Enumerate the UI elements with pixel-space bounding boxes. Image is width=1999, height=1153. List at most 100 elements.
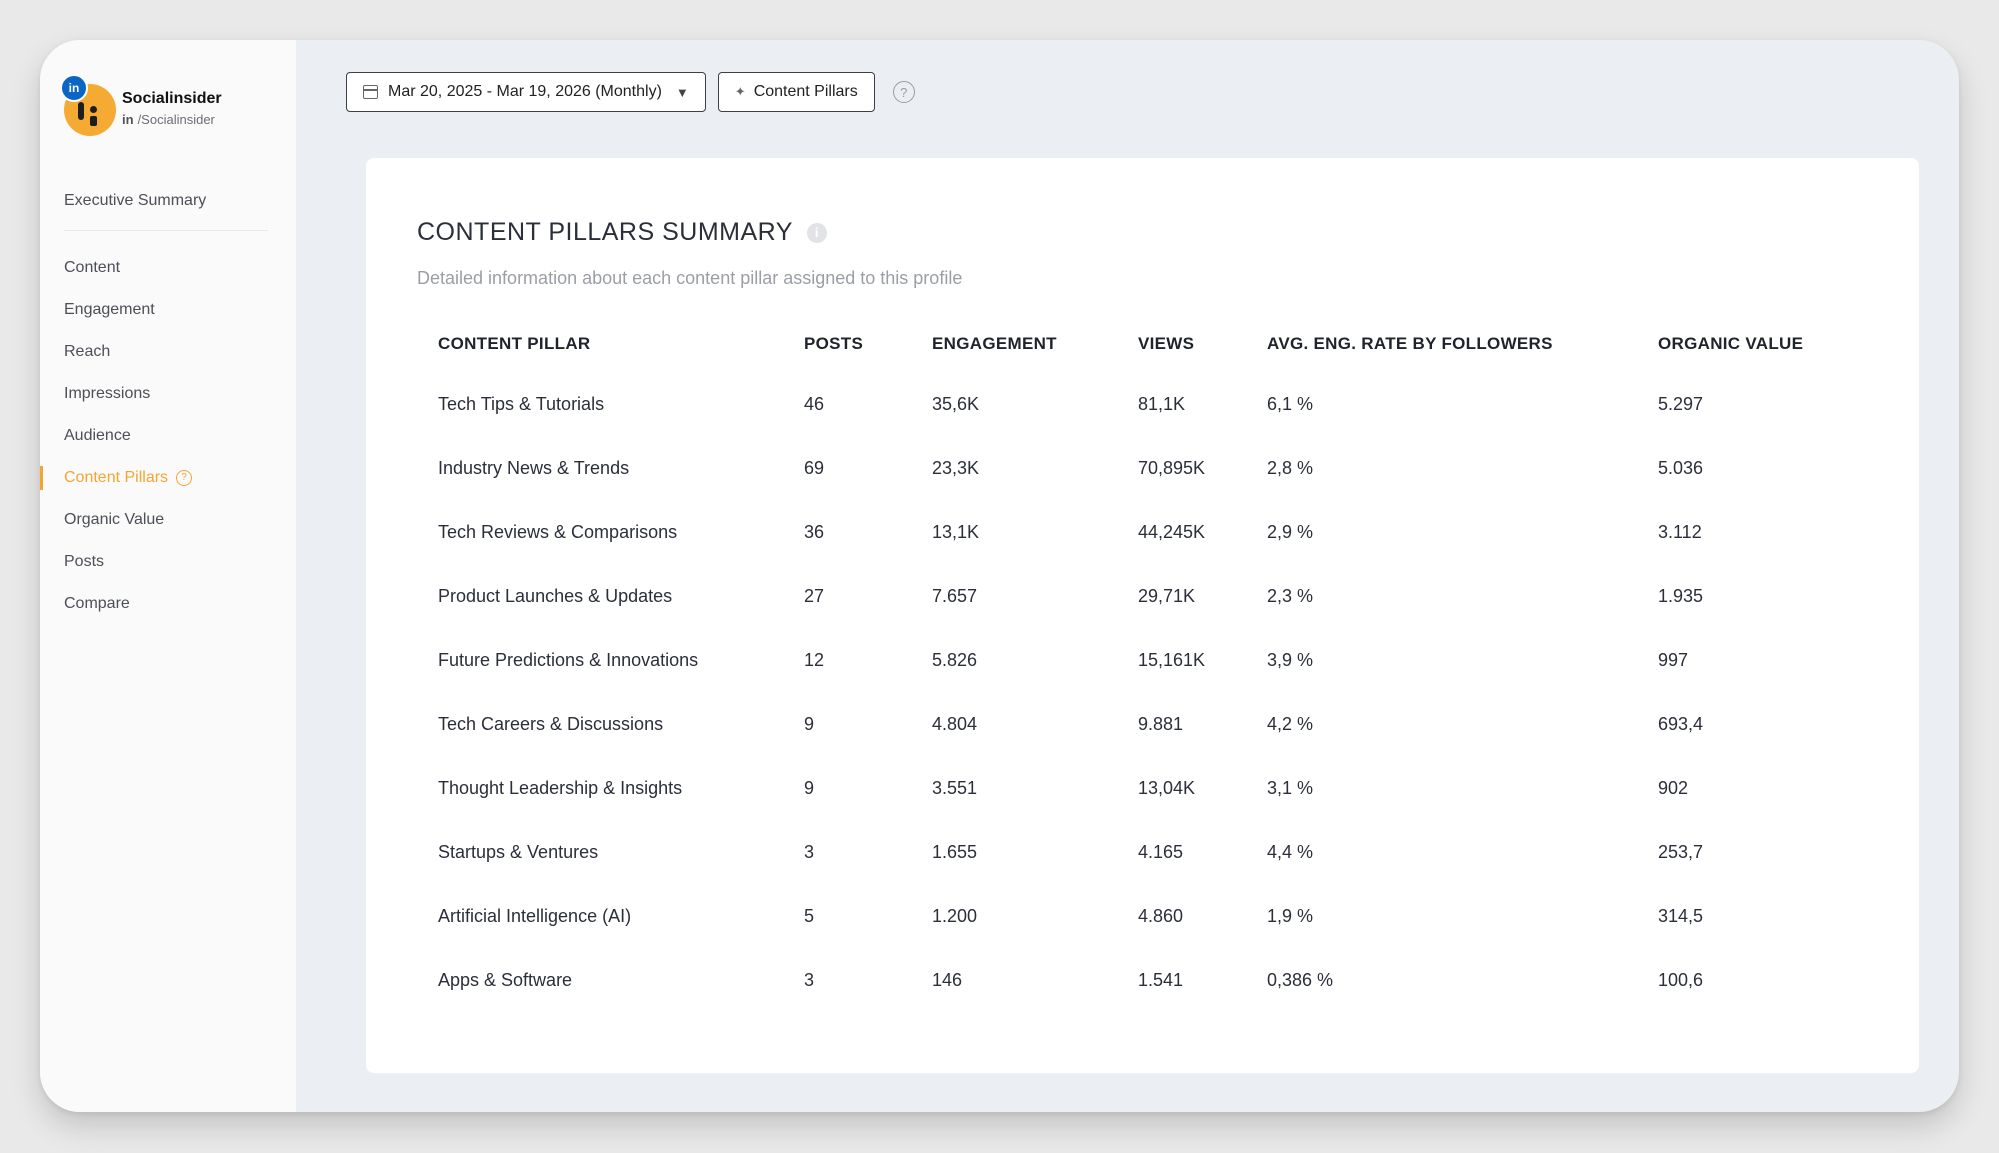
sidebar-item-engagement[interactable]: Engagement (40, 289, 296, 331)
sidebar: in Socialinsider in/Socialinsider Execut… (40, 40, 296, 1112)
table-cell: 3.551 (932, 777, 978, 798)
column-header[interactable]: ENGAGEMENT (932, 334, 1057, 353)
sidebar-item-label: Organic Value (64, 511, 165, 528)
table-cell: 314,5 (1658, 905, 1704, 926)
question-circle-icon[interactable]: ? (892, 81, 915, 103)
info-circle-icon[interactable]: i (806, 222, 827, 243)
table-cell: 4,4 % (1267, 841, 1314, 862)
table-cell: 3,9 % (1267, 649, 1314, 670)
sidebar-item-impressions[interactable]: Impressions (40, 373, 296, 415)
table-header-row: CONTENT PILLAR POSTS ENGAGEMENT VIEWS AVG. E… (422, 316, 1862, 372)
table-row: Startups & Ventures 3 1.655 4.165 4,4 % 253,7 (422, 820, 1862, 884)
table-cell: 3 (804, 969, 815, 990)
toolbar: Mar 20, 2025 - Mar 19, 2026 (Monthly) ▼ … (346, 72, 915, 112)
table-cell: 997 (1658, 649, 1689, 670)
table-cell: 5.297 (1658, 393, 1704, 414)
profile-name: Socialinsider (122, 90, 222, 107)
table-cell: 35,6K (932, 393, 980, 414)
table-cell: 1.655 (932, 841, 978, 862)
sidebar-item-compare[interactable]: Compare (40, 583, 296, 625)
column-header[interactable]: ORGANIC VALUE (1658, 334, 1804, 353)
sidebar-item-label: Posts (64, 553, 105, 570)
date-range-label: Mar 20, 2025 - Mar 19, 2026 (Monthly) (388, 83, 662, 100)
sidebar-item-label: Content Pillars (64, 469, 169, 486)
column-header[interactable]: VIEWS (1138, 334, 1195, 353)
nav-divider (64, 230, 268, 231)
table-cell: 100,6 (1658, 969, 1704, 990)
sidebar-item-audience[interactable]: Audience (40, 415, 296, 457)
sidebar-item-label: Compare (64, 595, 130, 612)
table-row: Future Predictions & Innovations 12 5.826 1… (422, 628, 1862, 692)
card-title: CONTENT PILLARS SUMMARY i (417, 218, 827, 247)
linkedin-small-icon: in (122, 112, 134, 127)
table-row: Product Launches & Updates 27 7.657 29,71K 2… (422, 564, 1862, 628)
table-cell: 12 (804, 649, 825, 670)
sidebar-item-content-pillars[interactable]: Content Pillars? (40, 457, 296, 499)
table-cell: 2,9 % (1267, 521, 1314, 542)
table-row: Thought Leadership & Insights 9 3.551 13,04… (422, 756, 1862, 820)
date-range-dropdown[interactable]: Mar 20, 2025 - Mar 19, 2026 (Monthly) ▼ (346, 72, 706, 112)
sidebar-item-label: Reach (64, 343, 111, 360)
sidebar-item-reach[interactable]: Reach (40, 331, 296, 373)
sidebar-item-content[interactable]: Content (40, 247, 296, 289)
question-circle-icon[interactable]: ? (176, 469, 193, 486)
content-pillars-summary-card: CONTENT PILLARS SUMMARY i Detailed infor… (366, 158, 1919, 1073)
pillar-name-cell: Product Launches & Updates (438, 585, 673, 606)
pillar-name-cell: Tech Reviews & Comparisons (438, 521, 678, 542)
table-cell: 902 (1658, 777, 1689, 798)
sidebar-item-label: Audience (64, 427, 131, 444)
sidebar-nav: Executive Summary Content Engagement Reach… (40, 180, 296, 625)
pillar-name-cell: Tech Careers & Discussions (438, 713, 664, 734)
table-cell: 5 (804, 905, 815, 926)
pillar-name-cell: Tech Tips & Tutorials (438, 393, 605, 414)
table-cell: 6,1 % (1267, 393, 1314, 414)
table-cell: 27 (804, 585, 825, 606)
table-row: Tech Careers & Discussions 9 4.804 9.881 4,2… (422, 692, 1862, 756)
column-header[interactable]: AVG. ENG. RATE BY FOLLOWERS (1267, 334, 1553, 353)
sidebar-item-organic-value[interactable]: Organic Value (40, 499, 296, 541)
column-header[interactable]: CONTENT PILLAR (438, 334, 591, 353)
pillar-name-cell: Startups & Ventures (438, 841, 599, 862)
content-pillars-button[interactable]: ✦ Content Pillars (717, 72, 875, 112)
table-row: Industry News & Trends 69 23,3K 70,895K 2,8 … (422, 436, 1862, 500)
table-cell: 36 (804, 521, 825, 542)
table-cell: 5.036 (1658, 457, 1704, 478)
table-cell: 3,1 % (1267, 777, 1314, 798)
table-cell: 9 (804, 713, 815, 734)
content-pillars-button-label: Content Pillars (753, 83, 858, 100)
table-cell: 3 (804, 841, 815, 862)
table-cell: 9 (804, 777, 815, 798)
table-cell: 7.657 (932, 585, 978, 606)
pillar-name-cell: Thought Leadership & Insights (438, 777, 683, 798)
linkedin-icon: in (60, 74, 88, 102)
table-cell: 2,8 % (1267, 457, 1314, 478)
table-cell: 44,245K (1138, 521, 1206, 542)
pillar-name-cell: Apps & Software (438, 969, 573, 990)
profile-handle-text: /Socialinsider (137, 112, 215, 127)
sidebar-item-executive-summary[interactable]: Executive Summary (64, 192, 207, 209)
table-cell: 1.541 (1138, 969, 1184, 990)
sidebar-item-label: Content (64, 259, 121, 276)
table-cell: 4,2 % (1267, 713, 1314, 734)
column-header[interactable]: POSTS (804, 334, 864, 353)
table-row: Apps & Software 3 146 1.541 0,386 % 100,6 (422, 948, 1862, 1012)
sidebar-item-posts[interactable]: Posts (40, 541, 296, 583)
table-cell: 29,71K (1138, 585, 1196, 606)
table-cell: 69 (804, 457, 825, 478)
table-cell: 2,3 % (1267, 585, 1314, 606)
table-cell: 23,3K (932, 457, 980, 478)
table-row: Tech Reviews & Comparisons 36 13,1K 44,245K… (422, 500, 1862, 564)
pillar-name-cell: Future Predictions & Innovations (438, 649, 699, 670)
table-cell: 4.804 (932, 713, 978, 734)
table-cell: 4.165 (1138, 841, 1184, 862)
content-pillars-table: CONTENT PILLAR POSTS ENGAGEMENT VIEWS AVG. E… (422, 316, 1862, 1012)
table-cell: 146 (932, 969, 963, 990)
profile-header[interactable]: in Socialinsider in/Socialinsider (60, 74, 284, 136)
table-cell: 693,4 (1658, 713, 1704, 734)
table-cell: 0,386 % (1267, 969, 1334, 990)
table-cell: 253,7 (1658, 841, 1704, 862)
table-cell: 13,1K (932, 521, 980, 542)
table-cell: 1.935 (1658, 585, 1704, 606)
pillar-name-cell: Artificial Intelligence (AI) (438, 905, 632, 926)
card-title-text: CONTENT PILLARS SUMMARY (417, 218, 793, 246)
